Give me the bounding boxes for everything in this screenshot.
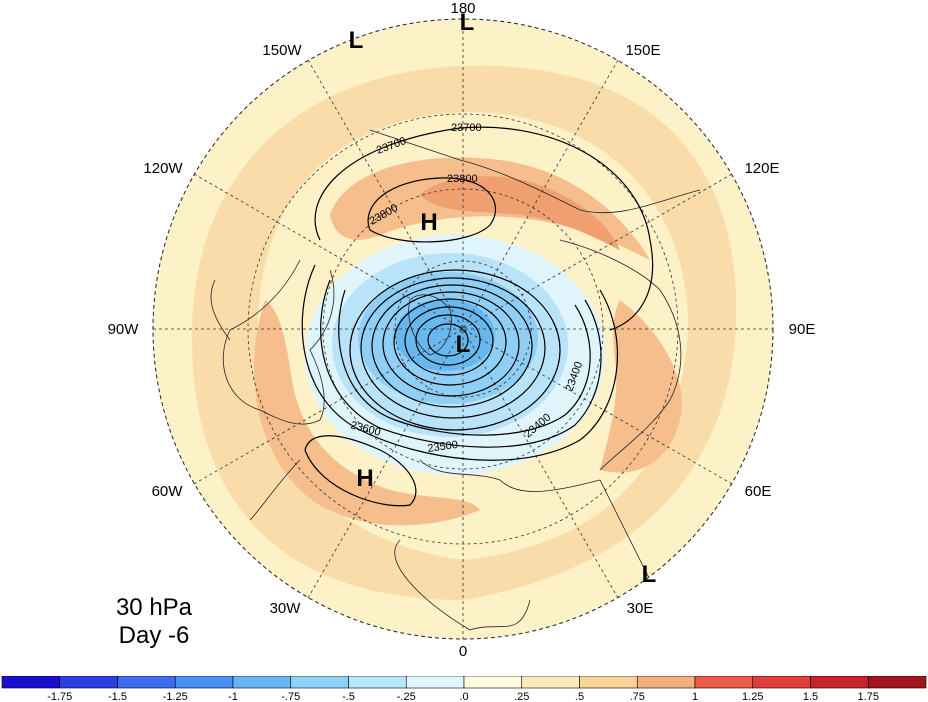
colorbar-box [1, 676, 61, 689]
colorbar-tick-label: -.25 [397, 691, 416, 702]
colorbar-box [405, 676, 465, 689]
map-border [152, 18, 774, 640]
colorbar-box [752, 676, 811, 689]
height-contours [301, 126, 654, 507]
colorbar-tick-label: -1 [228, 691, 238, 702]
colorbar-tick-label: -.5 [342, 691, 355, 702]
meridian-120w-60e [193, 173, 733, 485]
lon-label-120e: 120E [744, 160, 779, 177]
shading-orange-west [254, 300, 480, 526]
lon-label-180: 180 [450, 0, 475, 17]
contour-23700 [314, 126, 654, 331]
colorbar-box [521, 676, 580, 689]
lon-label-150e: 150E [625, 42, 660, 59]
contour-inner [415, 314, 481, 366]
colorbar-box [348, 676, 407, 689]
coast-north-america [222, 259, 335, 425]
lon-label-30w: 30W [270, 600, 302, 617]
colorbar-labels: -1.75 -1.5 -1.25 -1 -.75 -.5 -.25 .0 .25 .5 .75 1 1.… [47, 691, 879, 702]
coast-asia [559, 239, 682, 471]
colorbar: -1.75 -1.5 -1.25 -1 -.75 -.5 -.25 .0 .25 .5 .75 1 1.… [1, 676, 927, 702]
lon-label-60w: 60W [152, 483, 184, 500]
lon-label-150w: 150W [262, 42, 302, 59]
colorbar-tick-label: -1.75 [47, 691, 72, 702]
low-center-marker: L [456, 331, 471, 358]
colorbar-box [694, 676, 754, 689]
coast-alaska-siberia [369, 129, 701, 214]
contour-inner [382, 291, 520, 397]
colorbar-tick-label: .75 [630, 691, 645, 702]
colorbar-tick-label: -.75 [281, 691, 300, 702]
meridian-150w-30e [307, 59, 619, 599]
colorbar-box [579, 676, 638, 689]
pressure-centers: L L H L H L [349, 9, 657, 588]
low-center-marker: L [460, 9, 475, 36]
lon-label-30e: 30E [627, 600, 654, 617]
longitude-labels: 180 150W 150E 120W 120E 90W 90E 60W 60E … [108, 0, 816, 660]
contour-inner [371, 284, 533, 408]
contour-inner [360, 277, 546, 419]
contour-label: 23500 [427, 439, 459, 455]
colorbar-tick-label: .0 [459, 691, 468, 702]
high-center-marker: H [356, 465, 373, 492]
contour-23800-atlantic [304, 435, 417, 507]
lon-label-90w: 90W [108, 321, 140, 338]
colorbar-box [463, 676, 523, 689]
coast-europe-africa [394, 459, 661, 631]
colorbar-box [117, 676, 176, 689]
contour-23400 [338, 289, 591, 436]
contour-23600 [301, 264, 618, 461]
contour-label: 23700 [451, 122, 482, 134]
lon-label-90e: 90E [789, 321, 816, 338]
high-center-marker: H [420, 209, 437, 236]
colorbar-boxes [1, 676, 927, 689]
lon-label-60e: 60E [745, 483, 772, 500]
contour-inner [393, 298, 507, 386]
colorbar-box [59, 676, 118, 689]
low-center-marker: L [642, 561, 657, 588]
colorbar-box [867, 676, 927, 689]
shading-dark-orange-north [420, 176, 620, 250]
contour-label: 23800 [447, 173, 478, 185]
colorbar-box [290, 676, 349, 689]
colorbar-box [174, 676, 234, 689]
colorbar-tick-label: 1.5 [803, 691, 818, 702]
contour-inner [427, 323, 469, 357]
colorbar-tick-label: .25 [514, 691, 529, 702]
contour-inner [349, 269, 561, 431]
coast-mexico [210, 279, 301, 521]
lon-label-120w: 120W [143, 160, 183, 177]
contour-23800-north [367, 177, 497, 243]
plot-title-level: 30 hPa [115, 594, 193, 621]
lon-label-0: 0 [459, 643, 467, 660]
meridian-120e-60w [193, 173, 733, 485]
colorbar-tick-label: 1 [692, 691, 698, 702]
low-center-marker: L [349, 27, 364, 54]
meridian-150e-30w [307, 59, 619, 599]
colorbar-box [810, 676, 869, 689]
graticule [153, 19, 773, 639]
colorbar-box [232, 676, 292, 689]
contour-inner [404, 306, 494, 376]
shading-orange-east [600, 300, 682, 473]
colorbar-tick-label: 1.25 [742, 691, 763, 702]
contour-23500 [320, 279, 602, 448]
colorbar-tick-label: .5 [575, 691, 584, 702]
colorbar-tick-label: 1.75 [858, 691, 879, 702]
colorbar-tick-label: -1.5 [108, 691, 127, 702]
plot-title-day: Day -6 [118, 622, 190, 649]
colorbar-tick-label: -1.25 [163, 691, 188, 702]
colorbar-box [636, 676, 696, 689]
